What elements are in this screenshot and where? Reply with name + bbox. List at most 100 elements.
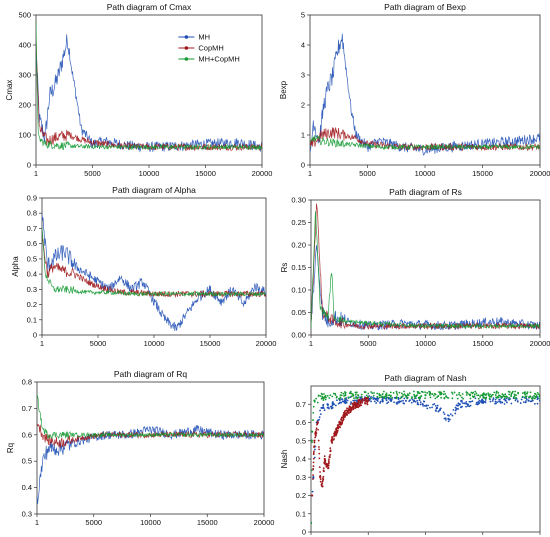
y-axis-label: Nash xyxy=(280,450,289,469)
scatter-point xyxy=(336,431,339,433)
scatter-point xyxy=(329,449,332,452)
scatter-point xyxy=(368,395,371,397)
scatter-point xyxy=(316,420,319,423)
scatter-point xyxy=(405,396,408,399)
scatter-point xyxy=(419,395,422,398)
y-axis-label: Rs xyxy=(280,263,289,273)
scatter-point xyxy=(434,409,437,412)
x-tick-label: 15000 xyxy=(472,169,493,178)
y-tick-label: 5 xyxy=(301,11,305,20)
scatter-point xyxy=(519,402,522,404)
scatter-point xyxy=(353,401,356,404)
plot-frame xyxy=(310,385,541,533)
y-tick-label: 0.7 xyxy=(27,224,37,233)
scatter-point xyxy=(442,411,445,414)
scatter-point xyxy=(339,394,342,397)
chart-title: Path diagram of Rs xyxy=(389,187,462,197)
scatter-point xyxy=(514,390,517,393)
scatter-point xyxy=(501,393,504,396)
y-tick-label: 0 xyxy=(301,161,305,170)
y-axis-label: Bexp xyxy=(279,80,288,99)
scatter-point xyxy=(312,411,315,414)
scatter-point xyxy=(482,396,485,399)
scatter-point xyxy=(316,401,319,404)
scatter-point xyxy=(342,414,345,417)
scatter-point xyxy=(436,404,439,407)
scatter-point xyxy=(415,395,418,397)
scatter-point xyxy=(464,402,467,405)
scatter-point xyxy=(388,396,391,399)
scatter-point xyxy=(440,396,443,399)
scatter-point xyxy=(485,393,488,395)
scatter-point xyxy=(439,393,441,396)
scatter-point xyxy=(365,394,368,397)
scatter-point xyxy=(336,399,338,402)
series-line-mhcopmh xyxy=(37,393,264,440)
scatter-point xyxy=(453,391,456,394)
y-tick-label: 0.15 xyxy=(291,263,306,272)
data-point-mh xyxy=(458,403,461,406)
scatter-point xyxy=(339,397,341,400)
scatter-point xyxy=(354,393,357,396)
scatter-point xyxy=(442,393,445,396)
data-point-mh xyxy=(538,399,540,402)
scatter-point xyxy=(371,392,374,394)
scatter-point xyxy=(429,396,432,399)
scatter-point xyxy=(412,390,415,393)
scatter-point xyxy=(341,400,344,403)
scatter-point xyxy=(312,476,315,479)
scatter-point xyxy=(320,484,323,487)
scatter-point xyxy=(352,405,355,408)
scatter-point xyxy=(535,394,538,397)
scatter-point xyxy=(457,402,460,405)
x-tick-label: 5000 xyxy=(359,169,376,178)
data-point-mh xyxy=(504,399,507,402)
scatter-point xyxy=(484,397,487,400)
scatter-point xyxy=(522,401,525,404)
scatter-point xyxy=(377,398,380,400)
scatter-point xyxy=(361,398,364,400)
scatter-point xyxy=(322,475,325,478)
scatter-point xyxy=(331,401,334,403)
scatter-point xyxy=(350,395,353,398)
legend-label: MH+CopMH xyxy=(198,55,239,64)
scatter-point xyxy=(322,404,324,407)
scatter-point xyxy=(320,407,323,409)
plot-area xyxy=(42,213,266,332)
scatter-point xyxy=(403,402,406,405)
scatter-point xyxy=(320,397,323,400)
scatter-point xyxy=(315,429,318,431)
scatter-point xyxy=(385,396,388,399)
scatter-point xyxy=(390,394,392,397)
scatter-point xyxy=(357,406,360,408)
scatter-point xyxy=(397,396,400,399)
scatter-point xyxy=(477,397,480,400)
scatter-point xyxy=(413,397,416,400)
scatter-point xyxy=(340,423,343,425)
x-tick-label: 1 xyxy=(35,518,39,527)
y-tick-label: 0.1 xyxy=(296,509,306,518)
scatter-point xyxy=(510,392,513,395)
data-point-copmh xyxy=(311,494,314,497)
scatter-point xyxy=(376,392,379,395)
scatter-point xyxy=(391,398,393,400)
y-tick-label: 0.2 xyxy=(27,300,37,309)
scatter-point xyxy=(350,401,352,404)
scatter-point xyxy=(316,422,319,425)
plot-area xyxy=(36,20,262,153)
scatter-point xyxy=(487,392,490,395)
scatter-point xyxy=(321,480,324,483)
scatter-point xyxy=(434,404,437,407)
x-tick-label: 20000 xyxy=(530,339,550,348)
scatter-point xyxy=(312,419,314,421)
data-point-mhcopmh xyxy=(424,394,427,397)
scatter-point xyxy=(345,413,348,416)
scatter-point xyxy=(356,397,359,400)
scatter-point xyxy=(424,397,427,400)
scatter-point xyxy=(431,406,433,409)
scatter-point xyxy=(342,392,345,395)
scatter-point xyxy=(313,441,316,444)
scatter-point xyxy=(488,397,491,400)
scatter-point xyxy=(428,390,430,393)
